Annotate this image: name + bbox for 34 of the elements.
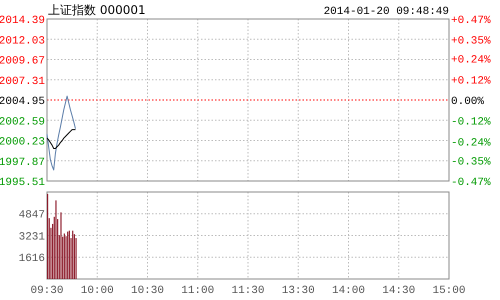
x-tick-label: 11:30 <box>231 285 265 297</box>
y2-tick-label: +0.35% <box>451 36 492 48</box>
y-tick-label: 2014.39 <box>0 15 45 27</box>
x-tick-label: 14:30 <box>382 285 416 297</box>
text: 2014-01-20 09:48:49 <box>324 6 449 18</box>
y-tick-label: 2004.95 <box>0 96 45 108</box>
line-series <box>46 96 76 170</box>
y2-tick-label: -0.47% <box>451 177 492 189</box>
y2-tick-label: 0.00% <box>451 96 484 108</box>
y-tick-label: 1995.51 <box>0 177 46 189</box>
x-tick-label: 10:30 <box>130 285 164 297</box>
y-tick-label: 2000.23 <box>0 136 45 148</box>
x-tick-label: 13:30 <box>282 285 315 297</box>
y-tick-label: 1616 <box>18 253 45 266</box>
y2-tick-label: +0.24% <box>451 54 492 67</box>
line-series <box>46 129 76 149</box>
x-tick-label: 09:30 <box>30 285 64 297</box>
y-tick-label: 3231 <box>18 232 46 244</box>
y-tick-label: 2012.03 <box>0 35 45 48</box>
y2-tick-label: -0.24% <box>451 137 492 150</box>
x-tick-label: 10:00 <box>80 285 114 297</box>
y-tick-label: 2002.59 <box>0 116 45 128</box>
y-tick-label: 4847 <box>18 210 45 222</box>
y2-tick-label: +0.12% <box>451 75 492 88</box>
y-tick-label: 1997.87 <box>0 156 45 169</box>
y-tick-label: 2007.31 <box>0 76 46 88</box>
x-tick-label: 14:00 <box>332 285 366 297</box>
y2-tick-label: -0.12% <box>451 116 492 129</box>
chart-title: 上证指数 000001 <box>48 3 146 17</box>
x-tick-label: 15:00 <box>432 285 466 297</box>
y-tick-label: 2009.67 <box>0 56 45 68</box>
y2-tick-label: -0.35% <box>451 156 492 168</box>
x-tick-label: 11:00 <box>181 285 214 297</box>
y2-tick-label: +0.47% <box>451 15 492 27</box>
